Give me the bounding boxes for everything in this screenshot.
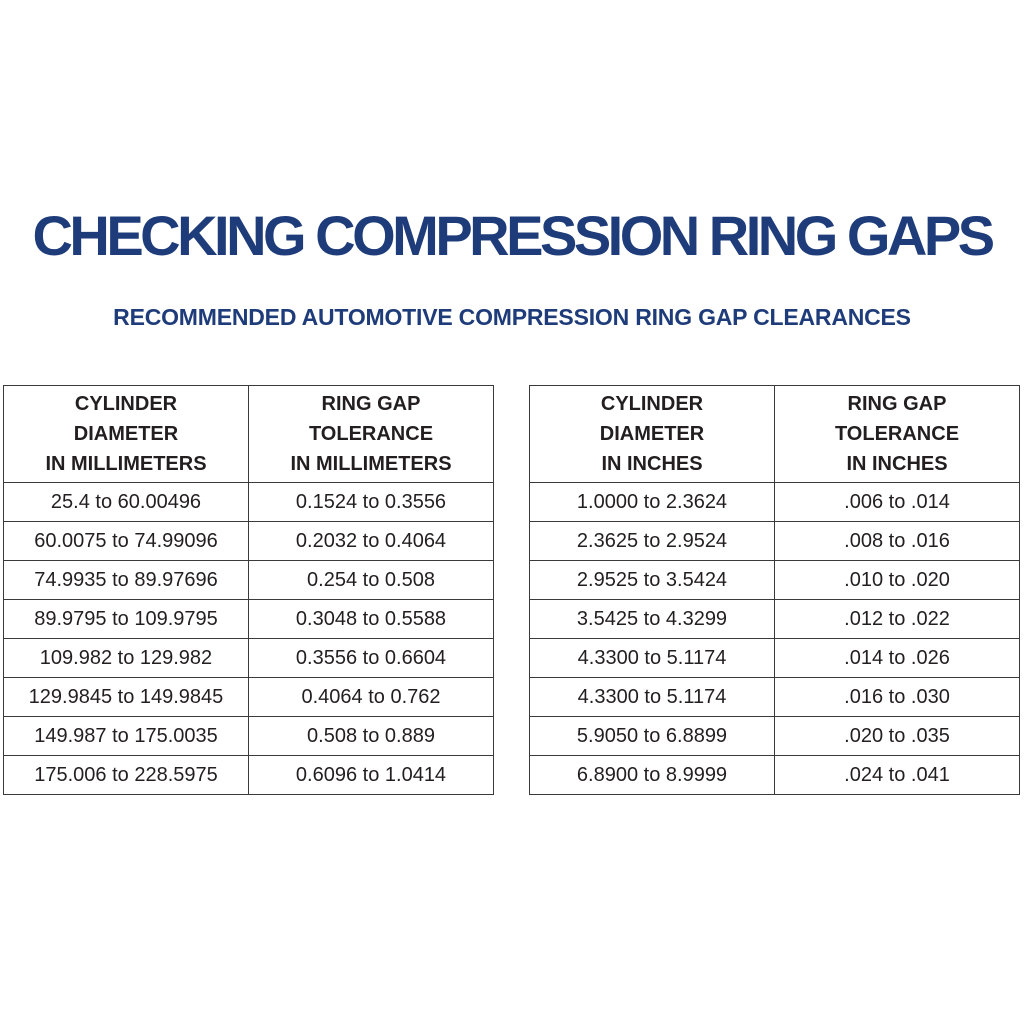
column-header: CYLINDER DIAMETER IN INCHES xyxy=(529,385,775,483)
table-cell: 3.5425 to 4.3299 xyxy=(529,599,775,639)
table-row: 4.3300 to 5.1174.014 to .026 xyxy=(529,638,1020,678)
table-cell: 60.0075 to 74.99096 xyxy=(3,521,249,561)
table-cell: .012 to .022 xyxy=(774,599,1020,639)
column-header-line: RING GAP xyxy=(847,393,947,415)
table-row: 149.987 to 175.0035 0.508 to 0.889 xyxy=(3,716,494,756)
table-cell: .006 to .014 xyxy=(774,482,1020,522)
table-row: 4.3300 to 5.1174.016 to .030 xyxy=(529,677,1020,717)
table-cell: 1.0000 to 2.3624 xyxy=(529,482,775,522)
table-cell: 0.3048 to 0.5588 xyxy=(248,599,494,639)
table-cell: 149.987 to 175.0035 xyxy=(3,716,249,756)
table-row: 6.8900 to 8.9999.024 to .041 xyxy=(529,755,1020,795)
table-cell: .016 to .030 xyxy=(774,677,1020,717)
inch-table: CYLINDER DIAMETER IN INCHES RING GAP TOLERAN… xyxy=(529,385,1020,795)
page-title: CHECKING COMPRESSION RING GAPS xyxy=(32,204,995,267)
table-cell: 2.9525 to 3.5424 xyxy=(529,560,775,600)
column-header-line: DIAMETER xyxy=(599,423,705,445)
column-header: RING GAP TOLERANCE IN MILLIMETERS xyxy=(248,385,494,483)
column-header-line: IN MILLIMETERS xyxy=(290,453,452,475)
table-cell: .014 to .026 xyxy=(774,638,1020,678)
column-header-line: CYLINDER xyxy=(600,393,704,415)
table-cell: .010 to .020 xyxy=(774,560,1020,600)
column-header-line: RING GAP xyxy=(321,393,421,415)
table-cell: 0.508 to 0.889 xyxy=(248,716,494,756)
table-row: 3.5425 to 4.3299.012 to .022 xyxy=(529,599,1020,639)
table-cell: 25.4 to 60.00496 xyxy=(3,482,249,522)
page-subtitle: RECOMMENDED AUTOMOTIVE COMPRESSION RING … xyxy=(113,304,911,330)
table-row: 2.3625 to 2.9524.008 to .016 xyxy=(529,521,1020,561)
table-cell: 0.6096 to 1.0414 xyxy=(248,755,494,795)
table-row: 175.006 to 228.5975 0.6096 to 1.0414 xyxy=(3,755,494,795)
table-cell: 129.9845 to 149.9845 xyxy=(3,677,249,717)
table-cell: 0.1524 to 0.3556 xyxy=(248,482,494,522)
table-cell: 4.3300 to 5.1174 xyxy=(529,677,775,717)
column-header-line: IN MILLIMETERS xyxy=(45,453,207,475)
table-row: 1.0000 to 2.3624.006 to .014 xyxy=(529,482,1020,522)
column-header: CYLINDER DIAMETER IN MILLIMETERS xyxy=(3,385,249,483)
table-cell: 5.9050 to 6.8899 xyxy=(529,716,775,756)
table-row: 89.9795 to 109.9795 0.3048 to 0.5588 xyxy=(3,599,494,639)
column-header-line: DIAMETER xyxy=(73,423,179,445)
table-cell: 2.3625 to 2.9524 xyxy=(529,521,775,561)
header-row: CYLINDER DIAMETER IN MILLIMETERS RING GAP TO… xyxy=(3,385,494,483)
table-cell: .024 to .041 xyxy=(774,755,1020,795)
table-row: 74.9935 to 89.97696 0.254 to 0.508 xyxy=(3,560,494,600)
column-header-line: CYLINDER xyxy=(74,393,178,415)
table-cell: 109.982 to 129.982 xyxy=(3,638,249,678)
table-row: 2.9525 to 3.5424.010 to .020 xyxy=(529,560,1020,600)
header-row: CYLINDER DIAMETER IN INCHES RING GAP TOLERAN… xyxy=(529,385,1020,483)
table-cell: .020 to .035 xyxy=(774,716,1020,756)
table-cell: 89.9795 to 109.9795 xyxy=(3,599,249,639)
table-cell: 0.2032 to 0.4064 xyxy=(248,521,494,561)
table-row: 129.9845 to 149.9845 0.4064 to 0.762 xyxy=(3,677,494,717)
table-row: 60.0075 to 74.99096 0.2032 to 0.4064 xyxy=(3,521,494,561)
table-cell: 0.254 to 0.508 xyxy=(248,560,494,600)
column-header-line: IN INCHES xyxy=(601,453,703,475)
column-header-line: IN INCHES xyxy=(846,453,948,475)
table-row: 25.4 to 60.00496 0.1524 to 0.3556 xyxy=(3,482,494,522)
column-header: RING GAP TOLERANCE IN INCHES xyxy=(774,385,1020,483)
table-cell: 0.4064 to 0.762 xyxy=(248,677,494,717)
metric-table: CYLINDER DIAMETER IN MILLIMETERS RING GAP TO… xyxy=(3,385,494,795)
table-cell: 4.3300 to 5.1174 xyxy=(529,638,775,678)
table-cell: 0.3556 to 0.6604 xyxy=(248,638,494,678)
column-header-line: TOLERANCE xyxy=(834,423,960,445)
table-cell: .008 to .016 xyxy=(774,521,1020,561)
table-cell: 6.8900 to 8.9999 xyxy=(529,755,775,795)
table-cell: 175.006 to 228.5975 xyxy=(3,755,249,795)
column-header-line: TOLERANCE xyxy=(308,423,434,445)
table-row: 109.982 to 129.982 0.3556 to 0.6604 xyxy=(3,638,494,678)
table-cell: 74.9935 to 89.97696 xyxy=(3,560,249,600)
table-row: 5.9050 to 6.8899.020 to .035 xyxy=(529,716,1020,756)
